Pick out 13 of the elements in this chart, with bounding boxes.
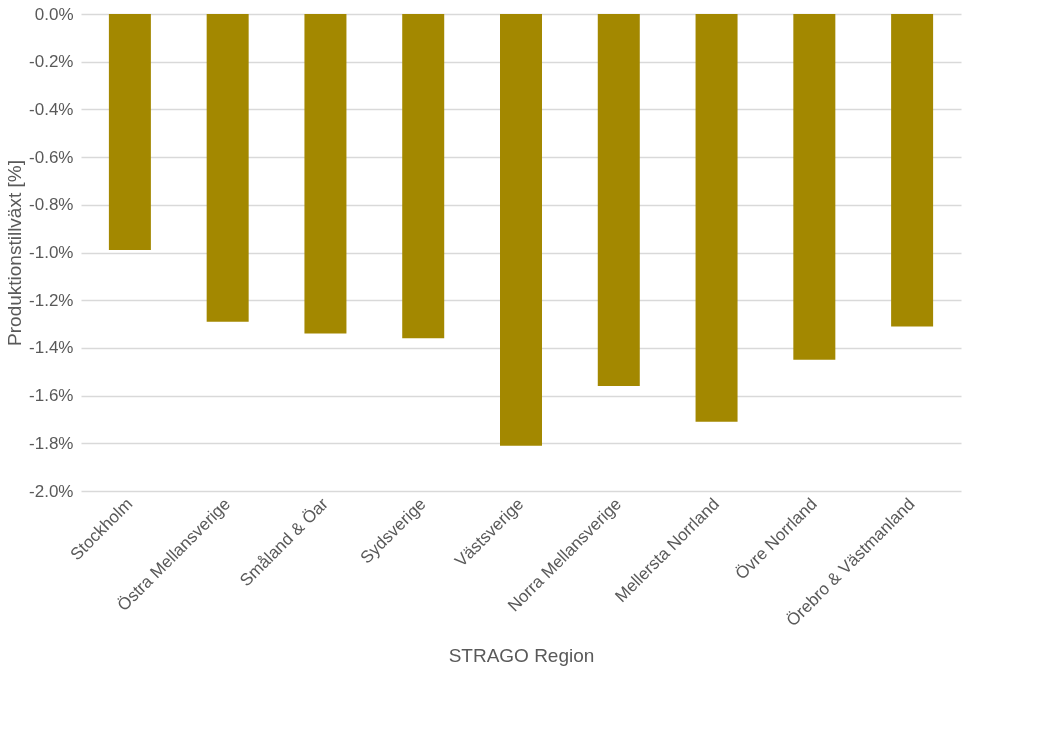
y-tick-label: -0.6% bbox=[29, 147, 74, 167]
y-tick-label: 0.0% bbox=[34, 4, 74, 24]
y-tick-label: -0.8% bbox=[29, 195, 74, 215]
y-tick-label: -0.4% bbox=[29, 99, 74, 119]
y-tick-label: -1.8% bbox=[29, 433, 74, 453]
y-tick-label: -1.0% bbox=[29, 243, 74, 262]
y-tick-label: -0.2% bbox=[29, 52, 74, 72]
y-tick-label: -2.0% bbox=[29, 481, 74, 501]
x-axis-title: STRAGO Region bbox=[448, 645, 595, 667]
y-tick-label: -1.6% bbox=[29, 386, 74, 406]
y-tick-label: -1.2% bbox=[29, 290, 74, 310]
y-tick-label: -1.4% bbox=[29, 338, 74, 358]
y-axis-title: Produktionstillväxt [%] bbox=[4, 160, 26, 346]
